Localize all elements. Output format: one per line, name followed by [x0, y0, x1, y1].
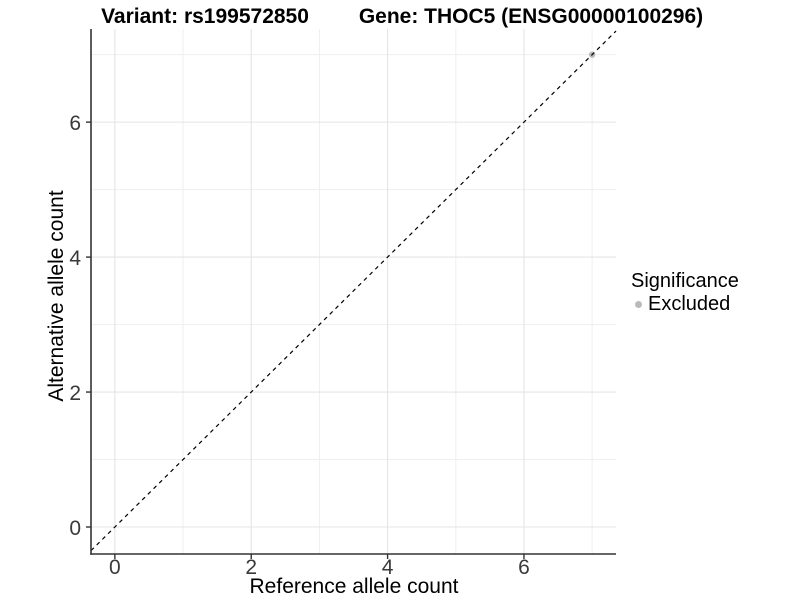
axes — [90, 29, 616, 555]
x-tick-label: 2 — [245, 556, 257, 579]
y-tick-label: 2 — [69, 382, 81, 405]
y-tick-label: 6 — [69, 112, 81, 135]
legend-title: Significance — [631, 270, 739, 292]
identity-reference-line — [90, 30, 617, 552]
legend-item-label: Excluded — [648, 293, 731, 315]
y-tick-label: 0 — [69, 517, 81, 540]
legend-key-dot-icon — [635, 301, 642, 308]
legend-item-excluded: Excluded — [631, 294, 739, 315]
tick-marks-and-labels: 0 2 4 6 0 2 4 6 — [69, 112, 529, 579]
plot-title-gene: Gene: THOC5 (ENSG00000100296) — [359, 5, 703, 28]
x-tick-label: 4 — [382, 556, 394, 579]
x-tick-label: 6 — [518, 556, 530, 579]
plot-data-layer — [90, 30, 617, 552]
x-tick-label: 0 — [109, 556, 121, 579]
legend: Significance Excluded — [631, 271, 739, 315]
gridlines — [91, 29, 616, 554]
y-tick-label: 4 — [69, 247, 81, 270]
plot-title-variant: Variant: rs199572850 — [101, 5, 309, 28]
y-axis-title: Alternative allele count — [45, 190, 68, 401]
x-axis-title: Reference allele count — [250, 575, 459, 598]
